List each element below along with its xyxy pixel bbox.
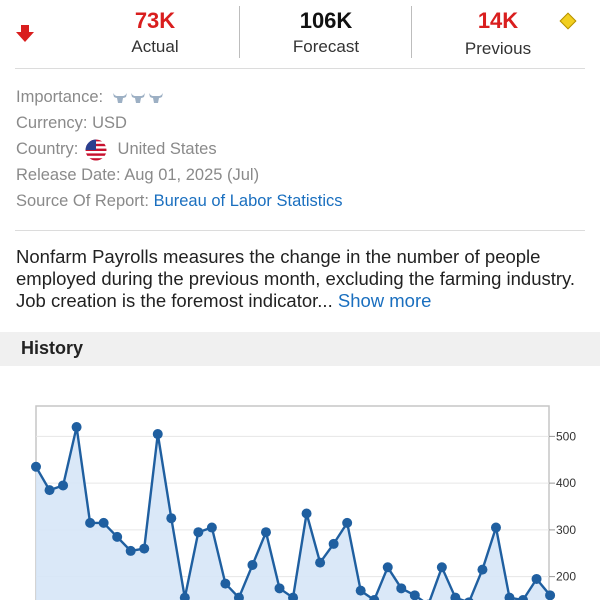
actual-label: Actual xyxy=(131,37,179,56)
forecast-label: Forecast xyxy=(292,37,360,56)
divider xyxy=(15,68,585,69)
data-point xyxy=(369,595,380,600)
data-point xyxy=(139,543,150,554)
y-tick-label: 200 xyxy=(556,570,576,584)
us-flag-icon xyxy=(85,139,107,161)
importance-label: Importance: xyxy=(16,88,104,106)
forecast-value: 106K xyxy=(299,8,353,33)
data-point xyxy=(125,545,136,556)
data-point xyxy=(112,531,123,542)
previous-value: 14K xyxy=(477,8,519,33)
data-point xyxy=(315,557,326,568)
forecast-stat: 106K Forecast xyxy=(270,6,382,58)
stat-divider xyxy=(239,6,240,58)
stats-header: 73K Actual 106K Forecast 14K Previous xyxy=(0,0,600,68)
data-point xyxy=(179,592,190,600)
data-point xyxy=(545,590,556,600)
y-tick-label: 500 xyxy=(556,429,576,443)
data-point xyxy=(193,527,204,538)
history-title: History xyxy=(21,338,84,358)
data-point xyxy=(260,527,271,538)
release-date-value: Aug 01, 2025 (Jul) xyxy=(124,166,260,184)
source-label: Source Of Report: xyxy=(16,192,149,210)
bull-icon xyxy=(112,92,163,103)
data-point xyxy=(450,592,461,600)
data-point xyxy=(288,592,299,600)
data-point xyxy=(152,429,163,440)
data-point xyxy=(301,508,312,519)
data-point xyxy=(477,564,488,575)
stat-divider xyxy=(411,6,412,58)
y-tick-label: 400 xyxy=(556,476,576,490)
previous-label: Previous xyxy=(464,39,532,58)
data-point xyxy=(206,522,217,533)
data-point xyxy=(44,485,55,496)
y-tick-label: 300 xyxy=(556,523,576,537)
history-chart[interactable]: 500 400 300 200 xyxy=(0,366,600,600)
data-point xyxy=(85,517,96,528)
actual-value: 73K xyxy=(134,8,176,33)
data-point xyxy=(396,583,407,594)
data-point xyxy=(531,573,542,584)
data-point xyxy=(355,585,366,596)
country-label: Country: xyxy=(16,140,79,158)
release-date-row: Release Date: Aug 01, 2025 (Jul) xyxy=(16,164,343,190)
data-point xyxy=(342,517,353,528)
data-point xyxy=(328,538,339,549)
event-details: Importance: Currency: USD Country: xyxy=(16,86,343,216)
country-value: United States xyxy=(117,140,217,158)
data-point xyxy=(464,597,474,600)
data-point xyxy=(436,562,447,573)
show-more-link[interactable]: Show more xyxy=(337,290,432,311)
data-point xyxy=(490,522,501,533)
country-row: Country: United States xyxy=(16,138,343,164)
data-point xyxy=(31,461,41,472)
source-row: Source Of Report: Bureau of Labor Statis… xyxy=(16,190,343,216)
actual-stat: 73K Actual xyxy=(100,6,210,58)
data-point xyxy=(504,592,515,600)
event-description: Nonfarm Payrolls measures the change in … xyxy=(16,246,586,312)
currency-row: Currency: USD xyxy=(16,112,343,138)
data-point xyxy=(409,590,420,600)
currency-value: USD xyxy=(92,114,127,132)
description-text: Nonfarm Payrolls measures the change in … xyxy=(16,246,576,311)
data-point xyxy=(98,517,109,528)
data-point xyxy=(233,592,244,600)
release-date-label: Release Date: xyxy=(16,166,121,184)
source-link[interactable]: Bureau of Labor Statistics xyxy=(153,192,343,210)
data-point xyxy=(274,583,285,594)
series-area xyxy=(36,427,551,600)
importance-row: Importance: xyxy=(16,86,343,112)
history-section-header: History xyxy=(0,332,600,366)
data-point xyxy=(58,480,69,491)
arrow-down-icon xyxy=(16,25,34,42)
data-point xyxy=(382,562,393,573)
diamond-icon[interactable] xyxy=(559,12,577,30)
data-point xyxy=(71,422,82,433)
divider xyxy=(15,230,585,231)
data-point xyxy=(166,513,177,524)
data-point xyxy=(247,559,258,570)
previous-stat: 14K Previous xyxy=(442,6,554,60)
currency-label: Currency: xyxy=(16,114,88,132)
data-point xyxy=(220,578,231,589)
data-point xyxy=(518,595,529,600)
